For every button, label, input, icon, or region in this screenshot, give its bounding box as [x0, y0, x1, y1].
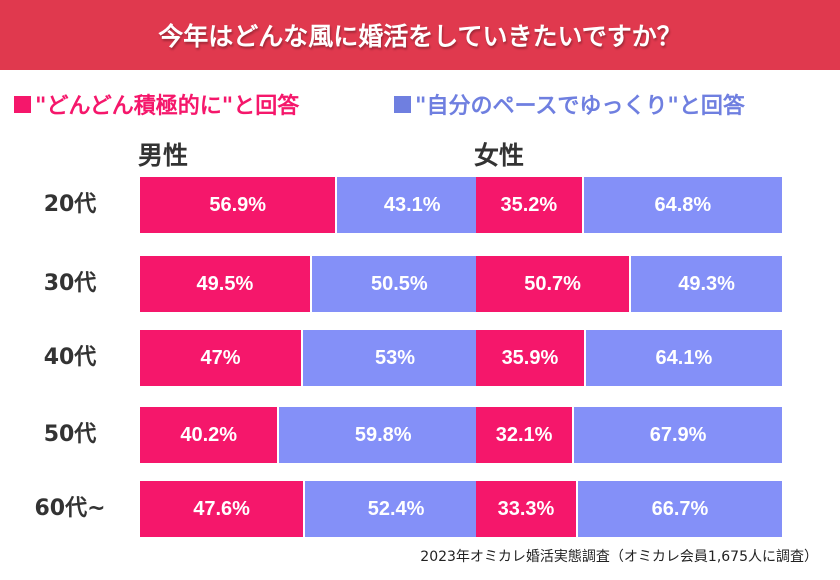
panel-title-female: 女性 [474, 141, 525, 170]
bar-segment-active: 35.2% [476, 177, 584, 233]
bar-segment-active: 32.1% [476, 407, 575, 463]
category-label: 60代~ [34, 496, 106, 521]
female-bar: 32.1% 67.9% [476, 407, 782, 463]
legend-slow: "自分のペースでゆっくり"と回答 [394, 88, 745, 120]
bar-segment-slow: 59.8% [279, 407, 487, 463]
bar-segment-active: 33.3% [476, 481, 578, 537]
bar-segment-slow: 50.5% [311, 256, 487, 312]
bar-segment-slow: 53% [303, 330, 487, 386]
bar-segment-slow: 66.7% [577, 481, 782, 537]
female-bar: 50.7% 49.3% [476, 256, 782, 312]
category-label: 30代 [43, 271, 97, 296]
bar-segment-slow: 64.1% [585, 330, 782, 386]
male-bar: 40.2% 59.8% [140, 407, 487, 463]
bar-segment-slow: 67.9% [574, 407, 782, 463]
bar-segment-active: 40.2% [140, 407, 280, 463]
legend-swatch-active [14, 95, 31, 113]
category-label: 20代 [43, 192, 97, 217]
legend-active: "どんどん積極的に"と回答 [14, 88, 299, 120]
category-label: 40代 [43, 345, 97, 370]
panel-title-male: 男性 [138, 141, 189, 170]
source-note: 2023年オミカレ婚活実態調査（オミカレ会員1,675人に調査） [420, 549, 818, 565]
legend-label-active: "どんどん積極的に"と回答 [35, 94, 300, 119]
bar-segment-slow: 52.4% [305, 481, 487, 537]
bar-segment-active: 49.5% [140, 256, 312, 312]
bar-segment-active: 56.9% [140, 177, 338, 233]
bar-segment-slow: 43.1% [337, 177, 487, 233]
male-bar: 49.5% 50.5% [140, 256, 487, 312]
bar-segment-slow: 64.8% [583, 177, 782, 233]
category-label: 50代 [43, 422, 97, 447]
legend-swatch-slow [394, 95, 411, 113]
female-bar: 35.9% 64.1% [476, 330, 782, 386]
female-bar: 33.3% 66.7% [476, 481, 782, 537]
chart-title: 今年はどんな風に婚活をしていきたいですか？ [0, 0, 840, 70]
bar-segment-active: 47.6% [140, 481, 306, 537]
male-bar: 56.9% 43.1% [140, 177, 487, 233]
bar-segment-active: 50.7% [476, 256, 632, 312]
male-bar: 47.6% 52.4% [140, 481, 487, 537]
female-bar: 35.2% 64.8% [476, 177, 782, 233]
bar-segment-active: 47% [140, 330, 304, 386]
male-bar: 47% 53% [140, 330, 487, 386]
legend-label-slow: "自分のペースでゆっくり"と回答 [415, 94, 745, 119]
bar-segment-slow: 49.3% [631, 256, 782, 312]
bar-segment-active: 35.9% [476, 330, 586, 386]
